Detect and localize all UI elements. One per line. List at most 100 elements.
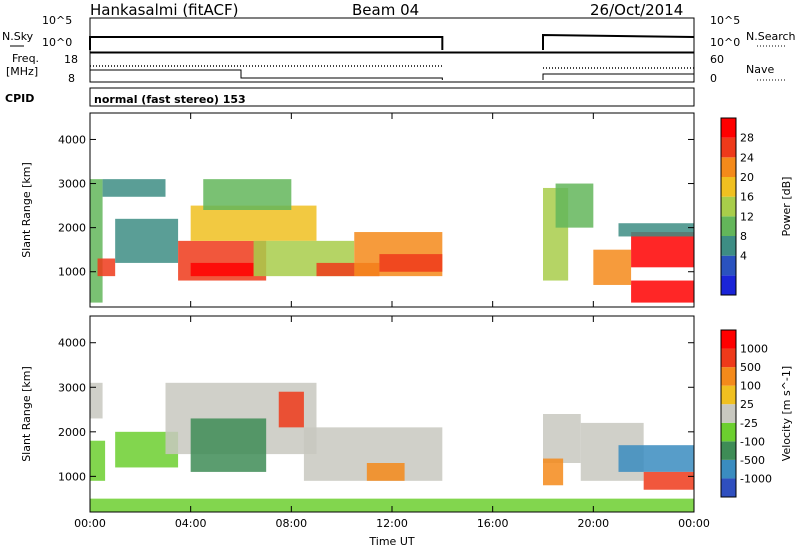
- power-data-region-17: [618, 223, 694, 237]
- power-colorbar-tick-6: 4: [740, 250, 747, 263]
- velocity-colorbar-label: Velocity [m s^-1]: [780, 366, 793, 461]
- velocity-ytick-label-2: 3000: [58, 381, 86, 394]
- cpid-text: normal (fast stereo) 153: [94, 93, 246, 106]
- power-colorbar-cell-0: [721, 275, 736, 295]
- power-ytick-label-3: 4000: [58, 133, 86, 146]
- freq-tick-top: 18: [64, 53, 78, 66]
- cpid-label: CPID: [5, 92, 35, 105]
- freq-label: Freq.: [12, 52, 40, 65]
- xtick-label-2: 08:00: [275, 517, 307, 530]
- power-data-region-13: [555, 183, 594, 228]
- power-colorbar-cell-6: [721, 157, 736, 177]
- power-colorbar-cell-1: [721, 255, 736, 276]
- velocity-colorbar-tick-3: 25: [740, 398, 754, 411]
- nave-tick-bottom: 0: [710, 72, 717, 85]
- freq-trace: [89, 69, 443, 80]
- velocity-colorbar-cell-2: [721, 441, 736, 460]
- velocity-colorbar-cell-5: [721, 385, 736, 405]
- nsearch-tick-bottom: 10^0: [710, 36, 741, 49]
- nsearch-tick-top: 10^5: [710, 14, 741, 27]
- power-ytick-label-0: 1000: [58, 266, 86, 279]
- beam-title: Beam 04: [352, 1, 420, 19]
- xtick-label-6: 00:00: [678, 517, 710, 530]
- power-colorbar-cell-3: [721, 216, 736, 236]
- power-colorbar-tick-2: 20: [740, 171, 754, 184]
- power-colorbar-cell-8: [721, 118, 736, 138]
- nsky-label: N.Sky: [2, 30, 34, 43]
- velocity-data-region-9: [543, 458, 564, 486]
- velocity-data-region-4: [190, 418, 267, 472]
- velocity-colorbar-tick-0: 1000: [740, 343, 768, 356]
- power-data-region-0: [90, 179, 103, 303]
- freq-units-label: [MHz]: [6, 65, 39, 78]
- power-ytick-label-2: 3000: [58, 178, 86, 191]
- xtick-label-3: 12:00: [376, 517, 408, 530]
- power-data-region-6: [190, 205, 317, 241]
- nsky-tick-top: 10^5: [42, 14, 73, 27]
- velocity-colorbar-cell-3: [721, 422, 736, 442]
- velocity-data-region-12: [643, 471, 694, 490]
- power-data-region-14: [593, 249, 632, 285]
- power-colorbar-tick-1: 24: [740, 151, 754, 164]
- nsky-trace: [89, 36, 444, 50]
- velocity-colorbar-cell-8: [721, 330, 736, 349]
- velocity-colorbar-tick-7: -1000: [740, 472, 772, 485]
- power-colorbar-tick-5: 8: [740, 230, 747, 243]
- power-colorbar-tick-0: 28: [740, 132, 754, 145]
- cpid-panel-frame: [89, 87, 695, 107]
- velocity-colorbar-cell-6: [721, 367, 736, 386]
- power-data-region-16: [631, 232, 694, 268]
- freq-trace-2: [542, 73, 694, 80]
- velocity-colorbar-cell-7: [721, 348, 736, 368]
- velocity-ytick-label-1: 2000: [58, 426, 86, 439]
- nave-tick-top: 60: [710, 53, 724, 66]
- velocity-ytick-label-3: 4000: [58, 337, 86, 350]
- xtick-label-1: 04:00: [175, 517, 207, 530]
- power-data-region-2: [102, 179, 166, 197]
- velocity-data-region-5: [278, 391, 304, 428]
- power-colorbar-tick-3: 16: [740, 191, 754, 204]
- xtick-label-0: 00:00: [74, 517, 106, 530]
- power-ytick-label-1: 2000: [58, 222, 86, 235]
- xtick-label-4: 16:00: [477, 517, 509, 530]
- velocity-data-region-11: [618, 445, 694, 472]
- velocity-data-region-8: [543, 414, 581, 463]
- power-data-region-5: [190, 262, 254, 277]
- velocity-data-region-7: [366, 463, 405, 481]
- velocity-data-region-1: [90, 440, 106, 481]
- xlabel: Time UT: [368, 535, 414, 548]
- velocity-ylabel: Slant Range [km]: [20, 366, 33, 462]
- power-ylabel: Slant Range [km]: [20, 162, 33, 258]
- velocity-colorbar-cell-1: [721, 459, 736, 479]
- velocity-colorbar-cell-4: [721, 404, 736, 423]
- nsky-panel-frame: [89, 17, 695, 53]
- velocity-colorbar-tick-6: -500: [740, 454, 765, 467]
- power-data-region-7: [203, 179, 292, 210]
- date-title: 26/Oct/2014: [590, 1, 684, 19]
- xtick-label-5: 20:00: [577, 517, 609, 530]
- freq-tick-bottom: 8: [68, 72, 75, 85]
- velocity-colorbar-tick-5: -100: [740, 435, 765, 448]
- power-colorbar-tick-4: 12: [740, 210, 754, 223]
- power-data-region-1: [97, 258, 116, 277]
- power-colorbar-cell-2: [721, 236, 736, 256]
- nsky-trace-2: [542, 33, 695, 50]
- velocity-ytick-label-0: 1000: [58, 470, 86, 483]
- power-colorbar-label: Power [dB]: [780, 177, 793, 237]
- velocity-data-region-0: [90, 382, 103, 419]
- station-title: Hankasalmi (fitACF): [90, 1, 239, 19]
- power-colorbar-cell-7: [721, 137, 736, 158]
- velocity-colorbar-frame: [720, 329, 737, 498]
- nsky-tick-bottom: 10^0: [42, 36, 73, 49]
- power-data-region-3: [115, 218, 179, 263]
- velocity-colorbar-cell-0: [721, 478, 736, 497]
- power-colorbar-cell-4: [721, 196, 736, 217]
- power-colorbar-cell-5: [721, 177, 736, 197]
- nsearch-label: N.Search: [746, 30, 796, 43]
- velocity-data-region-13: [90, 498, 694, 512]
- power-data-region-15: [631, 280, 694, 303]
- velocity-colorbar-tick-1: 500: [740, 361, 761, 374]
- power-data-region-11: [379, 254, 443, 272]
- velocity-colorbar-tick-4: -25: [740, 417, 758, 430]
